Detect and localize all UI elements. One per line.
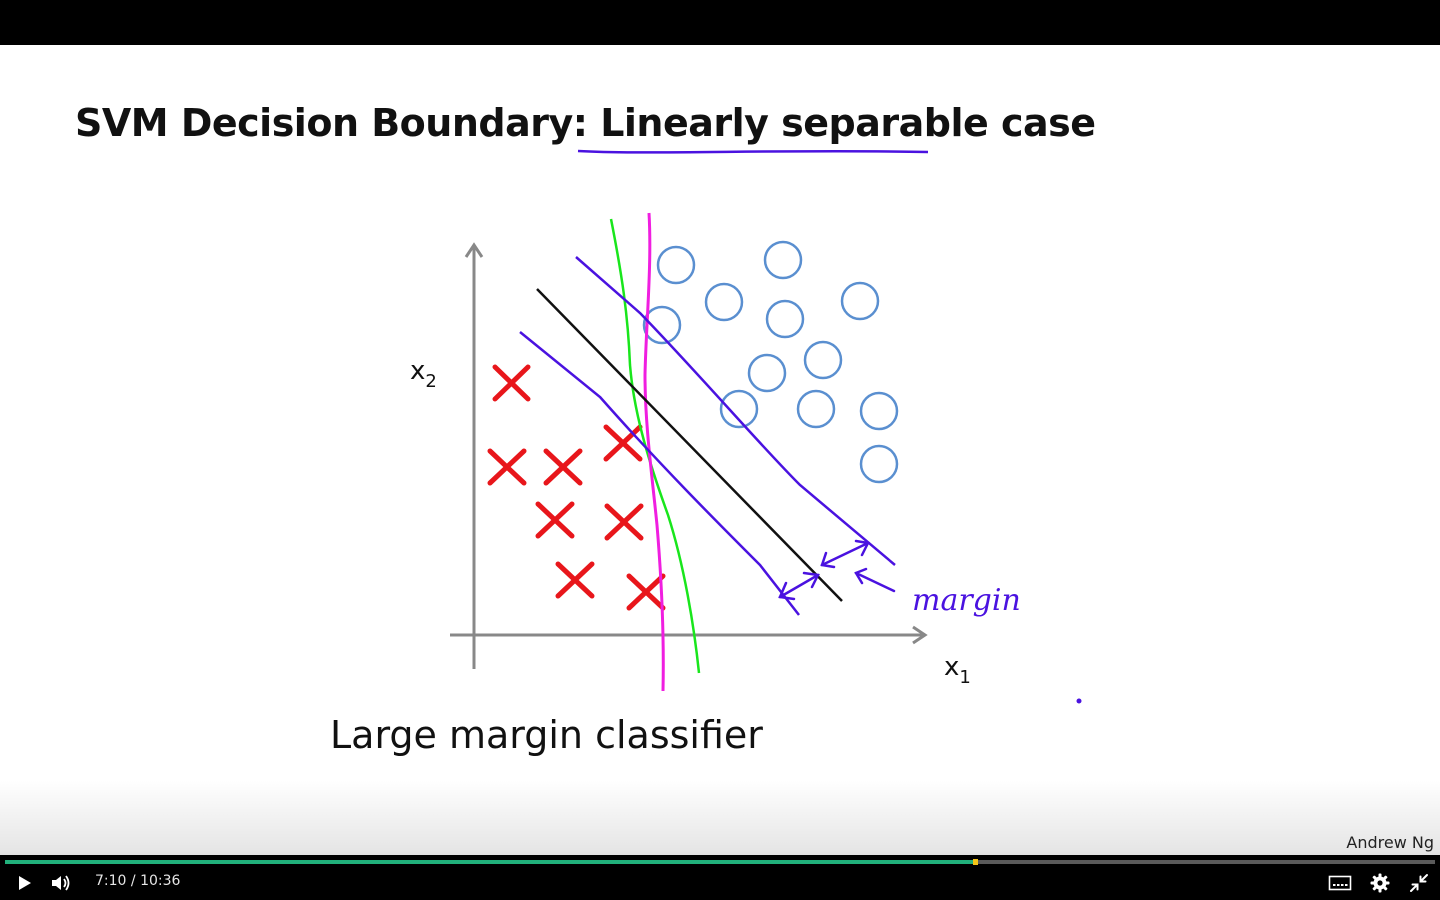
negative-examples xyxy=(487,364,666,611)
cross-marker xyxy=(492,364,531,402)
title-part-3: case xyxy=(988,101,1096,145)
author-credit: Andrew Ng xyxy=(1346,833,1434,852)
cross-marker xyxy=(487,448,527,486)
decision-boundary xyxy=(536,288,843,602)
volume-icon xyxy=(52,875,70,891)
circle-marker xyxy=(642,305,682,345)
title-part-underlined: Linearly separable xyxy=(600,101,989,145)
title-part-1: SVM Decision Boundary: xyxy=(75,101,601,145)
cross-marker xyxy=(626,573,666,611)
circle-marker xyxy=(656,245,696,285)
y-axis-arrow xyxy=(464,242,484,258)
exit-fullscreen-icon xyxy=(1410,874,1428,892)
margin-arrows xyxy=(778,539,896,601)
stray-dot xyxy=(1076,698,1082,704)
settings-button[interactable] xyxy=(1368,871,1392,895)
x-axis-arrow xyxy=(912,625,928,645)
title-underline xyxy=(577,149,929,154)
upper-margin-line xyxy=(575,256,896,566)
circle-marker xyxy=(859,444,899,484)
cross-marker xyxy=(555,561,595,599)
circle-marker xyxy=(719,389,759,429)
progress-scrubber[interactable] xyxy=(973,859,978,865)
circle-marker xyxy=(747,353,787,393)
circle-marker xyxy=(704,282,744,322)
video-frame[interactable]: SVM Decision Boundary: Linearly separabl… xyxy=(0,45,1440,857)
player-controls: 7:10 / 10:36 xyxy=(0,855,1440,900)
cross-marker xyxy=(543,448,583,486)
circle-marker xyxy=(859,391,899,431)
circle-marker xyxy=(796,389,836,429)
cross-marker xyxy=(535,501,575,539)
cross-marker xyxy=(604,503,644,541)
exit-fullscreen-button[interactable] xyxy=(1407,871,1431,895)
axes xyxy=(450,242,928,669)
time-display: 7:10 / 10:36 xyxy=(95,873,180,889)
current-time: 7:10 xyxy=(95,873,127,889)
lower-margin-line xyxy=(519,331,800,616)
circle-marker xyxy=(765,299,805,339)
cross-marker xyxy=(603,424,643,462)
slide-caption: Large margin classifier xyxy=(330,713,763,757)
alt-boundary-green xyxy=(609,218,701,674)
circle-marker xyxy=(840,281,880,321)
positive-examples xyxy=(642,240,899,484)
x-axis-label: x1 xyxy=(944,652,971,688)
settings-icon xyxy=(1370,873,1390,893)
y-axis-subscript: 2 xyxy=(425,371,436,392)
margin-annotation: margin xyxy=(912,583,1021,618)
progress-fill xyxy=(5,860,973,864)
svm-figure: x2 x1 xyxy=(410,149,1082,704)
volume-button[interactable] xyxy=(48,872,74,894)
circle-marker xyxy=(763,240,803,280)
progress-bar[interactable] xyxy=(5,859,1435,865)
time-separator: / xyxy=(130,873,136,889)
play-button[interactable] xyxy=(12,872,36,894)
duration: 10:36 xyxy=(140,873,181,889)
y-axis-label: x2 xyxy=(410,356,437,392)
captions-icon xyxy=(1328,875,1352,891)
slide-title: SVM Decision Boundary: Linearly separabl… xyxy=(75,101,1096,145)
play-icon xyxy=(19,876,31,890)
circle-marker xyxy=(803,340,843,380)
captions-button[interactable] xyxy=(1327,872,1353,894)
x-axis-subscript: 1 xyxy=(959,667,970,688)
top-black-bar xyxy=(0,0,1440,45)
